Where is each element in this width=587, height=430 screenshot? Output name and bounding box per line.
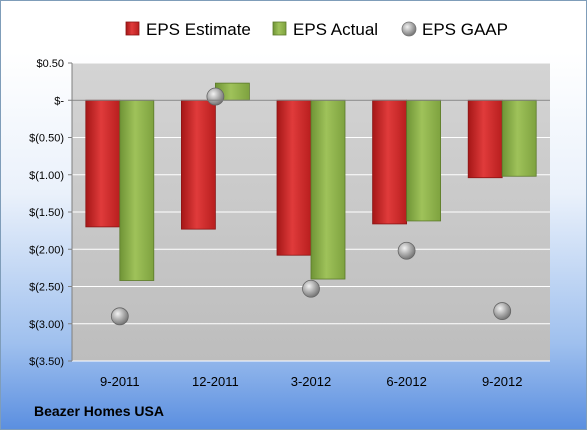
x-tick-label: 3-2012 (291, 374, 331, 389)
y-tick-label: $(3.00) (29, 319, 64, 331)
legend-estimate: EPS Estimate (125, 20, 251, 39)
y-tick-label: $(2.00) (29, 244, 64, 256)
gaap-point (302, 279, 320, 298)
legend-label: EPS Actual (293, 20, 378, 39)
estimate-bar (467, 99, 503, 179)
x-tick-label: 9-2011 (100, 374, 140, 389)
gaap-point (206, 87, 225, 106)
legend-swatch (125, 21, 140, 36)
chart-legend: EPS Estimate EPS Actual EPS GAAP (125, 20, 508, 39)
gaap-points (110, 87, 512, 326)
x-tick-label: 12-2011 (192, 374, 239, 389)
y-tick-label: $(0.50) (29, 133, 64, 145)
gaap-point (493, 302, 512, 320)
company-name: Beazer Homes USA (34, 403, 164, 419)
y-tick-label: $(2.50) (29, 282, 64, 294)
actual-bar (406, 99, 442, 222)
legend-label: EPS GAAP (422, 20, 508, 39)
legend-gaap: EPS GAAP (401, 20, 508, 39)
gaap-point (397, 241, 416, 260)
y-tick-label: $(1.50) (29, 207, 64, 219)
estimate-bar (180, 99, 216, 230)
y-tick-label: $(1.00) (29, 170, 64, 182)
bar-series (85, 82, 537, 281)
legend-swatch (272, 21, 287, 36)
estimate-bar (276, 99, 312, 256)
legend-actual: EPS Actual (272, 20, 378, 39)
gaap-point (110, 307, 129, 326)
x-tick-label: 9-2012 (482, 374, 522, 389)
actual-bar (119, 99, 155, 281)
y-tick-label: $(3.50) (29, 356, 64, 368)
y-tick-label: $0.50 (36, 58, 64, 70)
estimate-bar (372, 99, 408, 225)
y-tick-label: $- (54, 95, 64, 107)
actual-bar (310, 99, 346, 280)
x-tick-label: 6-2012 (386, 374, 426, 389)
x-axis: 9-2011 12-2011 3-2012 6-2012 9-2012 (72, 99, 550, 389)
estimate-bar (85, 99, 121, 228)
legend-label: EPS Estimate (146, 20, 251, 39)
legend-swatch (401, 21, 417, 37)
actual-bar (501, 99, 537, 177)
y-axis: $0.50 $- $(0.50) $(1.00) $(1.50) $(2.00) $(2.5… (29, 58, 73, 368)
